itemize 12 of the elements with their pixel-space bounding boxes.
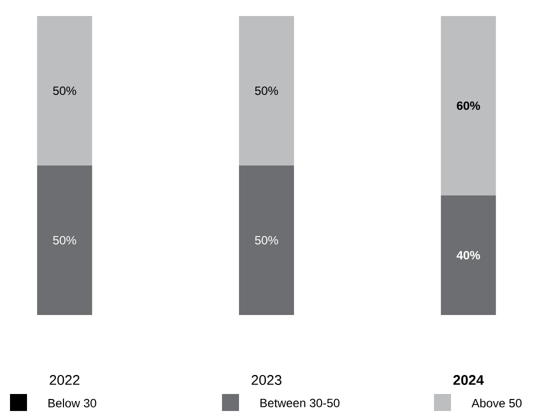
data-label: 60% — [456, 101, 480, 110]
data-label: 40% — [456, 250, 480, 260]
x-tick-label: 2022 — [50, 375, 80, 385]
legend-label: Between 30-50 — [260, 398, 340, 408]
data-label: 50% — [255, 86, 278, 95]
data-label: 50% — [53, 86, 76, 95]
x-tick-label: 2024 — [453, 375, 484, 385]
data-label: 50% — [53, 236, 76, 244]
x-tick-label: 2023 — [252, 375, 282, 385]
data-label: 50% — [255, 236, 278, 244]
legend-label: Above 50 — [472, 398, 522, 408]
legend-label: Below 30 — [48, 398, 96, 408]
